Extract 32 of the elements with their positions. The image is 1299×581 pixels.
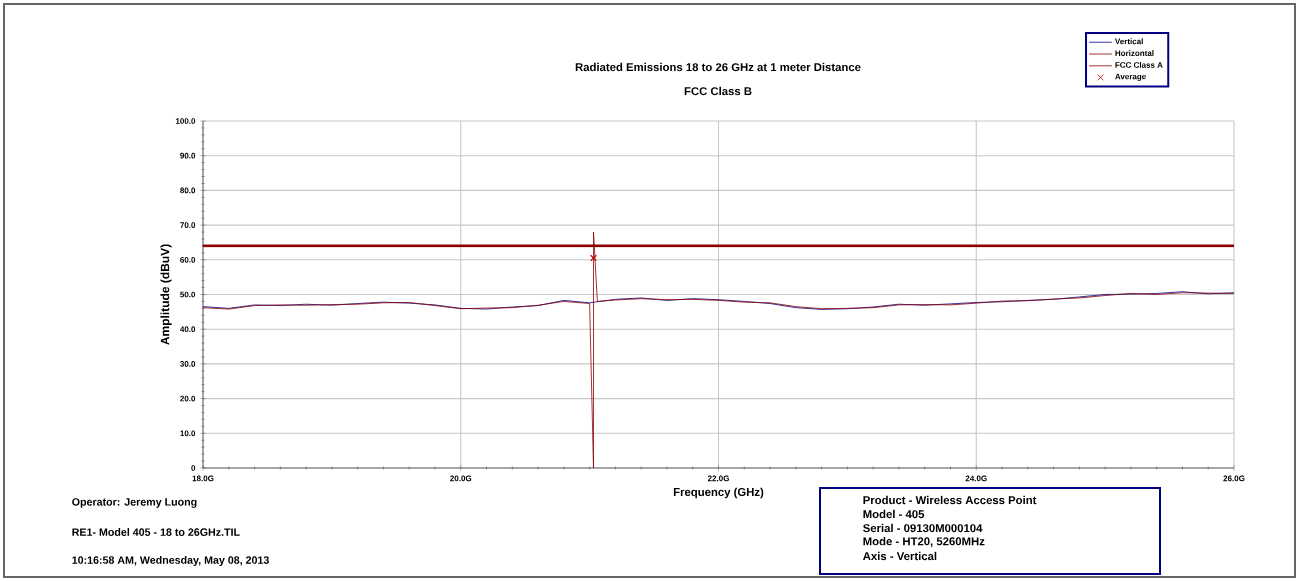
text: RE1- Model 405 - 18 to 26GHz.TIL: [72, 528, 240, 536]
y-tick-label: 80.0: [180, 187, 196, 194]
legend-label: Average: [1115, 73, 1146, 81]
y-tick-label: 0: [191, 465, 196, 471]
legend-label: Horizontal: [1115, 50, 1154, 56]
x-axis-title: Frequency (GHz): [673, 487, 764, 499]
y-tick-label: 20.0: [180, 395, 196, 402]
y-tick-label: 70.0: [180, 222, 196, 228]
chart-title: Radiated Emissions 18 to 26 GHz at 1 meter Distance: [575, 62, 861, 72]
y-tick-label: 100.0: [175, 118, 196, 124]
x-tick-label: 22.0G: [707, 475, 729, 482]
x-tick-label: 18.0G: [192, 475, 214, 482]
text: Mode - HT20, 5260MHz: [863, 537, 985, 547]
y-tick-label: 50.0: [180, 291, 196, 298]
y-tick-label: 90.0: [180, 152, 196, 159]
text: 10:16:58 AM, Wednesday, May 08, 2013: [72, 556, 269, 566]
x-tick-label: 24.0G: [965, 475, 987, 482]
text: Axis - Vertical: [862, 551, 937, 561]
y-tick-label: 10.0: [180, 430, 196, 437]
text: Model - 405: [863, 509, 925, 519]
text: Serial - 09130M000104: [863, 523, 983, 533]
text: Operator: Jeremy Luong: [72, 498, 197, 508]
y-axis-title: Amplitude (dBuV): [160, 244, 172, 345]
x-tick-label: 20.0G: [450, 475, 472, 482]
y-tick-label: 60.0: [180, 256, 196, 263]
y-tick-label: 40.0: [180, 326, 196, 333]
x-tick-label: 26.0G: [1223, 475, 1245, 482]
legend-label: Vertical: [1114, 38, 1143, 45]
text: Product - Wireless Access Point: [863, 495, 1037, 505]
y-tick-label: 30.0: [180, 361, 196, 367]
legend-label: FCC Class A: [1115, 61, 1163, 68]
chart-subtitle: FCC Class B: [684, 86, 752, 96]
